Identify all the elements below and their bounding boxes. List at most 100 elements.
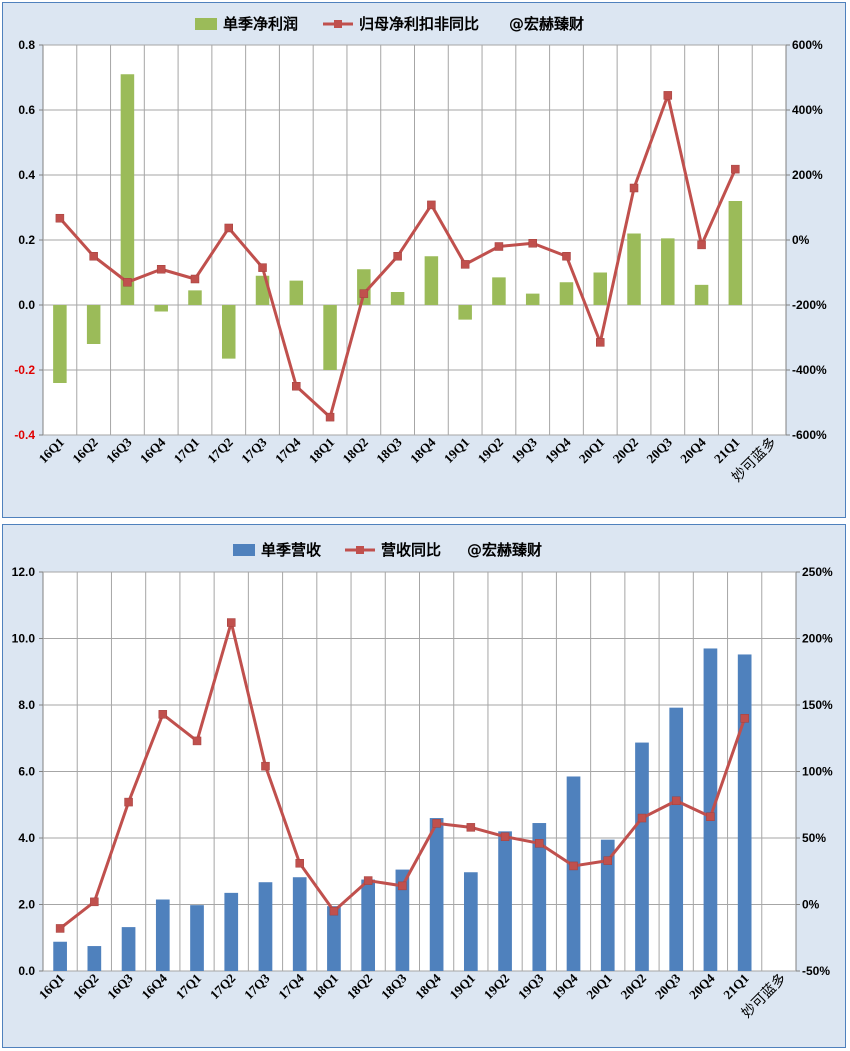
line-marker xyxy=(123,278,132,287)
line-marker xyxy=(393,252,402,261)
category-label: 18Q2 xyxy=(344,971,376,1003)
bar xyxy=(498,831,512,971)
category-label: 17Q2 xyxy=(207,971,239,1003)
line-marker xyxy=(466,823,476,832)
left-axis-tick-label: -0.2 xyxy=(14,363,35,377)
category-label: 16Q2 xyxy=(70,971,102,1003)
line-marker xyxy=(706,812,715,821)
category-label: 18Q4 xyxy=(407,434,439,466)
category-label: 17Q4 xyxy=(272,434,304,466)
line-marker xyxy=(494,242,504,251)
right-axis-tick-label: -50% xyxy=(802,964,830,978)
line-marker xyxy=(192,736,202,746)
category-label: 18Q1 xyxy=(309,971,341,1003)
right-axis-tick-label: 200% xyxy=(802,632,833,646)
bar xyxy=(669,707,684,971)
bar xyxy=(327,906,341,971)
bar xyxy=(728,201,743,305)
category-label: 16Q4 xyxy=(137,434,169,466)
left-axis-tick-label: 12.0 xyxy=(12,565,36,579)
watermark-label: @宏赫臻财 xyxy=(509,15,584,33)
category-label: 19Q4 xyxy=(549,970,581,1002)
line-marker xyxy=(398,881,407,891)
right-axis-tick-label: 50% xyxy=(802,831,826,845)
net-profit-chart: 0.8 0.6 0.4 0.2 0.0 -0.2 -0.4 600% 400% 200% 0% -20… xyxy=(14,15,827,485)
line-marker xyxy=(637,813,647,823)
category-label: 17Q1 xyxy=(171,435,203,467)
category-label: 20Q4 xyxy=(677,434,709,466)
legend-label-line: 营收同比 xyxy=(381,541,441,559)
bar xyxy=(458,305,472,320)
category-label: 17Q3 xyxy=(238,434,270,466)
category-label: 19Q2 xyxy=(474,435,506,467)
right-axis-tick-label: 0% xyxy=(792,233,810,247)
bar xyxy=(190,905,204,971)
category-label: 19Q1 xyxy=(446,971,478,1003)
legend-label-bar: 单季营收 xyxy=(261,541,321,559)
line-marker xyxy=(603,856,612,865)
bar xyxy=(593,272,608,305)
bar xyxy=(703,648,718,971)
left-axis-tick-label: 6.0 xyxy=(18,765,35,779)
bar xyxy=(492,277,506,305)
right-axis-tick-label: 250% xyxy=(802,565,833,579)
line-marker xyxy=(258,263,267,272)
category-label: 20Q4 xyxy=(686,970,718,1002)
bar xyxy=(661,238,675,305)
bar xyxy=(289,280,304,305)
line-marker xyxy=(359,289,369,298)
line-marker xyxy=(295,859,304,868)
bar xyxy=(566,776,581,971)
left-axis-tick-label: 0.8 xyxy=(18,38,35,52)
line-marker xyxy=(731,164,740,174)
category-label: 21Q1 xyxy=(720,971,752,1003)
line-marker xyxy=(528,239,537,248)
bar xyxy=(559,282,574,305)
bar xyxy=(532,823,547,971)
right-axis-tick-label: 100% xyxy=(802,765,833,779)
category-label: 20Q3 xyxy=(652,970,684,1002)
bar xyxy=(627,233,641,305)
line-marker xyxy=(740,714,749,723)
bar xyxy=(361,879,376,971)
category-label: 18Q2 xyxy=(339,435,371,467)
left-axis-tick-label: 2.0 xyxy=(18,898,35,912)
bar xyxy=(154,305,168,312)
legend-label-line: 归母净利扣非同比 xyxy=(359,15,479,33)
line-marker xyxy=(292,382,301,391)
chart-panel-revenue: 12.0 10.0 8.0 6.0 4.0 2.0 0.0 250% 200% 150% 100% 5… xyxy=(2,524,846,1048)
line-marker xyxy=(158,710,168,719)
legend-swatch-bar xyxy=(233,544,255,556)
category-label: 20Q2 xyxy=(610,435,642,467)
left-axis-tick-label: 0.6 xyxy=(18,103,35,117)
category-label: 16Q1 xyxy=(35,435,67,467)
category-label: 21Q1 xyxy=(711,435,743,467)
bar xyxy=(429,818,444,971)
category-label: 20Q2 xyxy=(618,971,650,1003)
line-marker xyxy=(325,412,335,422)
line-marker xyxy=(697,240,706,250)
line-marker xyxy=(156,265,166,274)
line-marker xyxy=(90,897,99,907)
left-axis-tick-label: 8.0 xyxy=(18,698,35,712)
bar xyxy=(53,305,67,383)
line-marker xyxy=(596,338,605,347)
category-label: 19Q3 xyxy=(515,970,547,1002)
line-marker xyxy=(535,839,544,848)
line-marker xyxy=(55,924,65,933)
bar xyxy=(120,74,135,305)
left-axis-tick-label: 0.2 xyxy=(18,233,35,247)
category-label: 17Q1 xyxy=(173,971,205,1003)
bar xyxy=(635,742,649,971)
category-label: 16Q4 xyxy=(138,970,170,1002)
line-marker xyxy=(671,796,681,806)
category-label: 19Q4 xyxy=(542,434,574,466)
bar xyxy=(694,284,709,305)
right-axis-tick-label: 150% xyxy=(802,698,833,712)
category-label: 16Q3 xyxy=(104,970,136,1002)
category-label: 20Q3 xyxy=(643,434,675,466)
line-marker xyxy=(227,618,236,627)
line-marker xyxy=(55,213,65,223)
line-marker xyxy=(190,274,200,284)
bar xyxy=(600,839,615,971)
